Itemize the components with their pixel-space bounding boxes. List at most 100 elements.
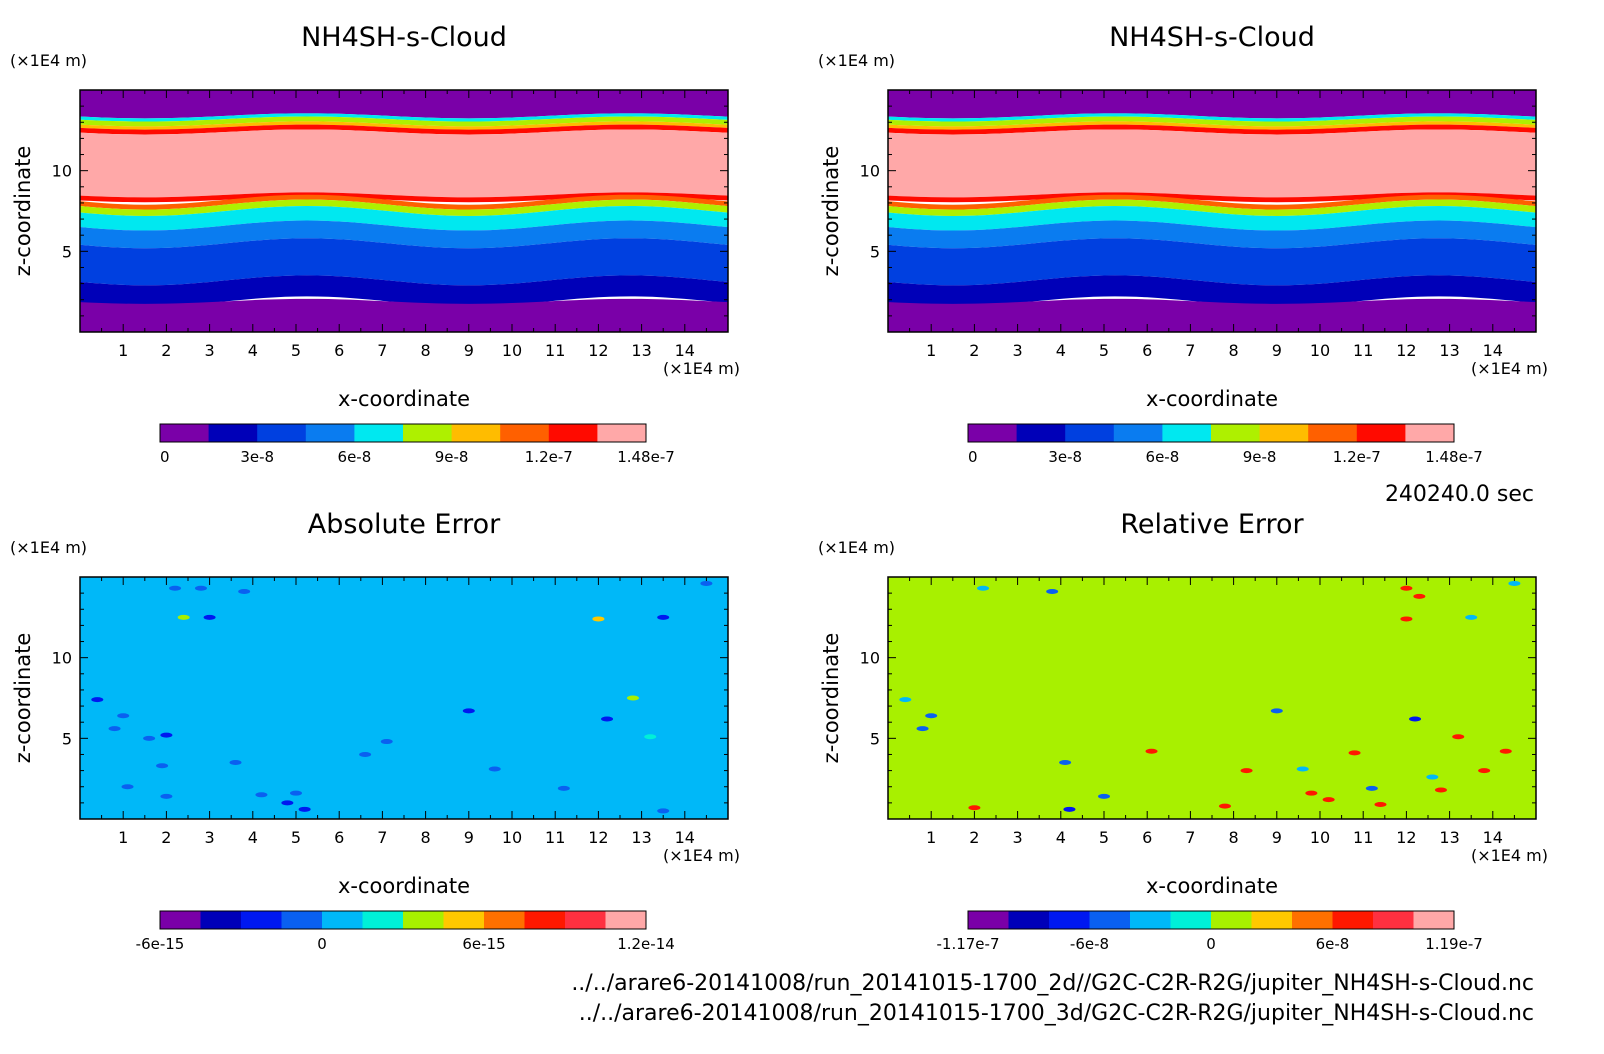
colorbar-tick-label-3: 0 <box>1206 935 1216 953</box>
error-spot-20 <box>1374 801 1387 807</box>
colorbar-tick-label-6: 1.48e-7 <box>617 448 675 466</box>
x-tick-label-10: 10 <box>502 341 522 360</box>
error-spot-8 <box>899 697 912 703</box>
time-label: 240240.0 sec <box>1385 482 1534 507</box>
x-tick-label-6: 6 <box>334 341 344 360</box>
colorbar-tick-label-5: 1.2e-7 <box>525 448 573 466</box>
error-spot-30 <box>1305 790 1318 796</box>
contour-band-10 <box>80 206 728 231</box>
x-unit-label: (×1E4 m) <box>663 359 740 378</box>
x-tick-label-8: 8 <box>1229 828 1239 847</box>
footer-path-3d: ../../arare6-20141008/run_20141015-1700_… <box>579 1001 1534 1026</box>
colorbar-swatch-7 <box>403 911 444 929</box>
colorbar-swatch-7 <box>451 424 501 442</box>
panel-2: 1 2 3 4 5 6 7 8 9 10 11 12 13 14510NH4SH-s-Cloud(×1E4… <box>818 22 1548 466</box>
y-axis: 5 10 <box>860 576 1536 804</box>
x-tick-label-8: 8 <box>1229 341 1239 360</box>
colorbar-swatch-2 <box>1008 911 1050 929</box>
colorbar-swatch-3 <box>241 911 282 929</box>
x-tick-label-12: 12 <box>1396 828 1416 847</box>
colorbar-swatch-8 <box>443 911 485 929</box>
footer-path-2d: ../../arare6-20141008/run_20141015-1700_… <box>571 971 1534 996</box>
x-tick-label-2: 2 <box>969 828 979 847</box>
error-spot-16 <box>1365 785 1378 791</box>
colorbar-tick-label-2: 0 <box>317 935 327 953</box>
error-spot-16 <box>626 695 639 701</box>
error-spot-21 <box>1434 787 1447 793</box>
contour-band-9 <box>80 199 728 216</box>
x-tick-label-6: 6 <box>1142 341 1152 360</box>
x-tick-label-10: 10 <box>1310 341 1330 360</box>
colorbar-swatch-1 <box>160 424 210 442</box>
contour-band-1 <box>80 90 728 119</box>
colorbar-swatch-5 <box>1162 424 1212 442</box>
panel-1: 1 2 3 4 5 6 7 8 9 10 11 12 13 14510NH4SH-s-Cloud(×1E4… <box>10 22 740 466</box>
colorbar-swatch-8 <box>500 424 550 442</box>
colorbar-tick-label-5: 1.19e-7 <box>1425 935 1483 953</box>
colorbar-swatch-6 <box>403 424 453 442</box>
colorbar-swatch-3 <box>257 424 307 442</box>
x-unit-label: (×1E4 m) <box>1471 359 1548 378</box>
contour-band-14 <box>80 298 728 332</box>
x-tick-label-3: 3 <box>205 341 215 360</box>
y-unit-label: (×1E4 m) <box>10 51 87 70</box>
colorbar-tick-label-4: 1.2e-14 <box>617 935 675 953</box>
colorbar-swatch-11 <box>565 911 606 929</box>
plot-area <box>80 90 728 332</box>
error-spot-7 <box>657 614 670 620</box>
error-spot-17 <box>644 734 657 740</box>
colorbar: -1.17e-7 -6e-8 0 6e-8 1.19e-7 <box>937 910 1483 953</box>
error-spot-3 <box>238 589 251 595</box>
x-tick-label-4: 4 <box>1056 341 1066 360</box>
error-spot-20 <box>156 763 169 769</box>
error-spot-12 <box>1409 716 1422 722</box>
contour-band-7 <box>888 192 1536 203</box>
contour-band-6 <box>80 129 728 198</box>
colorbar-swatch-6 <box>362 911 404 929</box>
colorbar-frame <box>159 910 647 930</box>
colorbar-swatch-10 <box>524 911 566 929</box>
x-tick-label-11: 11 <box>1353 828 1373 847</box>
x-tick-label-5: 5 <box>291 341 301 360</box>
colorbar-tick-label-3: 6e-8 <box>338 448 372 466</box>
error-spot-24 <box>281 800 294 806</box>
x-tick-label-9: 9 <box>1272 828 1282 847</box>
colorbar-tick-label-2: -6e-8 <box>1070 935 1109 953</box>
y-unit-label: (×1E4 m) <box>818 51 895 70</box>
contour-band-9 <box>888 199 1536 216</box>
contour-band-5 <box>888 124 1536 135</box>
contour-band-8 <box>80 194 728 210</box>
error-spot-21 <box>121 784 134 790</box>
x-tick-label-14: 14 <box>675 341 695 360</box>
x-axis: 1 2 3 4 5 6 7 8 9 10 11 12 13 14 <box>909 577 1537 847</box>
contour-band-14 <box>888 298 1536 332</box>
x-tick-label-9: 9 <box>1272 341 1282 360</box>
x-axis: 1 2 3 4 5 6 7 8 9 10 11 12 13 14 <box>101 90 729 360</box>
y-tick-label-5: 5 <box>870 729 880 748</box>
colorbar-frame <box>967 910 1455 930</box>
x-tick-label-9: 9 <box>464 828 474 847</box>
error-spot-13 <box>160 732 173 738</box>
x-tick-label-5: 5 <box>1099 341 1109 360</box>
colorbar-tick-label-2: 3e-8 <box>240 448 274 466</box>
y-tick-label-5: 5 <box>870 242 880 261</box>
colorbar-tick-label-4: 9e-8 <box>435 448 469 466</box>
colorbar-swatch-1 <box>968 911 1009 929</box>
colorbar-swatch-4 <box>1113 424 1163 442</box>
error-spot-26 <box>488 766 501 772</box>
y-axis-label: z-coordinate <box>11 633 35 764</box>
error-spot-22 <box>160 793 173 799</box>
chart-title: NH4SH-s-Cloud <box>1109 22 1315 53</box>
chart-title: Absolute Error <box>308 509 501 540</box>
colorbar-tick-label-4: 9e-8 <box>1243 448 1277 466</box>
y-unit-label: (×1E4 m) <box>818 538 895 557</box>
x-tick-label-4: 4 <box>1056 828 1066 847</box>
x-tick-label-6: 6 <box>1142 828 1152 847</box>
colorbar-swatch-6 <box>1170 911 1212 929</box>
x-tick-label-7: 7 <box>377 341 387 360</box>
contour-band-1 <box>888 90 1536 119</box>
x-tick-label-11: 11 <box>545 828 565 847</box>
y-tick-label-10: 10 <box>860 649 880 668</box>
